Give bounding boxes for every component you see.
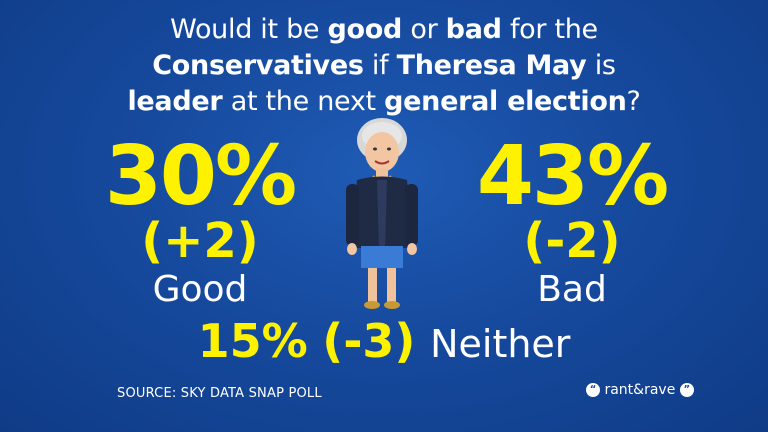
question-text: is (586, 50, 616, 81)
rant-rave-logo: “ rant&rave ” (586, 382, 694, 398)
good-label: Good (152, 269, 248, 310)
question-text: if (363, 50, 397, 81)
bad-percent: 43% (476, 129, 669, 224)
neither-row: 15% (-3) Neither (0, 315, 768, 370)
question-text: or (402, 14, 446, 45)
question-emphasis: Conservatives (152, 50, 364, 81)
question-emphasis: leader (127, 86, 223, 117)
theresa-may-illustration-icon (346, 118, 418, 309)
question-emphasis: bad (445, 14, 502, 45)
question-text: Would it be (170, 14, 328, 45)
logo-text: rant&rave (604, 382, 676, 398)
question-emphasis: Theresa May (396, 50, 587, 81)
good-percent: 30% (104, 129, 297, 224)
question-text: ? (626, 86, 641, 117)
speech-bubble-icon: “ (586, 383, 600, 397)
source-note: SOURCE: SKY DATA SNAP POLL (117, 386, 322, 401)
neither-percent: 15% (197, 314, 308, 368)
good-change: (+2) (141, 213, 259, 269)
question-text: at the next (222, 86, 385, 117)
neither-change: (-3) (322, 314, 416, 368)
bad-change: (-2) (523, 213, 621, 269)
question-text: for the (501, 14, 598, 45)
question-emphasis: general election (384, 86, 627, 117)
bad-label: Bad (537, 269, 607, 310)
neither-label: Neither (430, 322, 571, 366)
poll-question: Would it be good or bad for the Conserva… (0, 12, 768, 120)
question-emphasis: good (327, 14, 403, 45)
speech-bubble-icon: ” (679, 383, 694, 397)
